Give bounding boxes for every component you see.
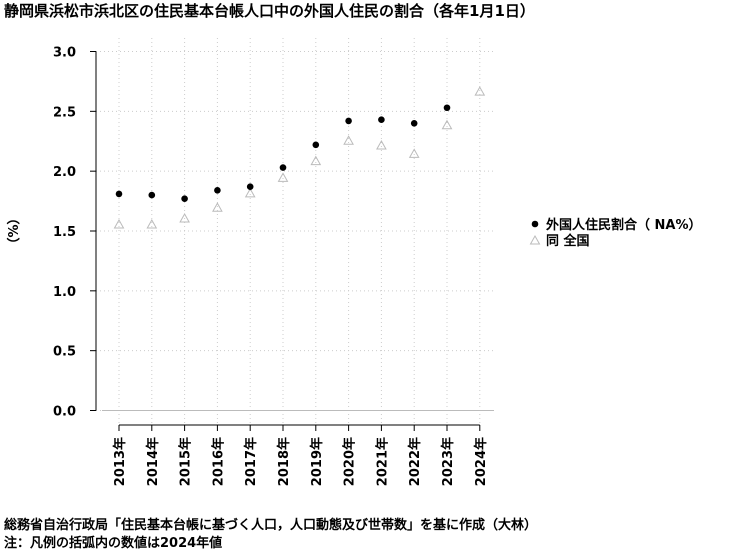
x-tick-label: 2023年 xyxy=(440,437,456,486)
y-tick-label: 1.0 xyxy=(53,285,76,300)
x-tick-label: 2014年 xyxy=(145,437,161,486)
x-tick-label: 2013年 xyxy=(112,437,128,486)
legend-label-national: 同 全国 xyxy=(546,233,590,249)
point-national xyxy=(343,135,354,145)
point-national xyxy=(146,218,158,229)
point-national xyxy=(310,155,322,166)
x-tick-label: 2020年 xyxy=(342,437,358,486)
x-tick-label: 2018年 xyxy=(276,437,292,486)
x-axis: 2013年 2014年 2015年 2016年 2017年 2018年 2019年 2020年… xyxy=(112,424,489,486)
point-foreign xyxy=(181,195,188,202)
footer-note: 注：凡例の括弧内の数値は2024年値 xyxy=(4,536,223,551)
x-tick-label: 2016年 xyxy=(210,437,226,486)
x-tick-label: 2017年 xyxy=(243,437,259,486)
point-national xyxy=(474,86,486,96)
point-national xyxy=(212,202,223,212)
y-tick-label: 3.0 xyxy=(53,46,76,61)
x-tick-label: 2019年 xyxy=(309,437,325,486)
footer-source: 総務省自治行政局「住民基本台帳に基づく人口，人口動態及び世帯数」を基に作成（大林… xyxy=(4,518,538,533)
chart-title: 静岡県浜松市浜北区の住民基本台帳人口中の外国人住民の割合（各年1月1日） xyxy=(4,2,535,20)
data-series xyxy=(113,86,486,229)
legend-label-foreign: 外国人住民割合（ NA%） xyxy=(545,217,702,233)
point-national xyxy=(113,218,125,229)
point-national xyxy=(376,140,387,150)
point-national xyxy=(441,119,453,130)
point-foreign xyxy=(279,164,287,171)
point-foreign xyxy=(148,191,156,199)
point-national xyxy=(244,187,256,198)
point-foreign xyxy=(312,141,320,149)
x-tick-label: 2022年 xyxy=(407,437,423,486)
y-tick-label: 0.5 xyxy=(53,345,76,360)
point-foreign xyxy=(410,120,418,127)
grid-lines xyxy=(96,38,494,425)
y-tick-label: 2.5 xyxy=(53,105,76,120)
point-foreign xyxy=(345,117,352,125)
point-foreign xyxy=(214,187,221,194)
y-tick-label: 0.0 xyxy=(53,405,76,420)
x-tick-label: 2015年 xyxy=(178,437,194,486)
point-national xyxy=(408,148,420,158)
point-foreign xyxy=(115,190,123,198)
y-tick-label: 2.0 xyxy=(53,165,76,180)
x-tick-label: 2024年 xyxy=(473,437,489,486)
legend: 外国人住民割合（ NA%） 同 全国 xyxy=(529,217,702,249)
point-foreign xyxy=(246,183,254,191)
point-foreign xyxy=(443,104,451,112)
y-axis: 0.0 0.5 1.0 1.5 2.0 2.5 3.0 xyxy=(53,46,97,420)
point-national xyxy=(277,172,289,182)
x-tick-label: 2021年 xyxy=(374,437,390,486)
point-national xyxy=(179,213,190,223)
point-foreign xyxy=(378,116,385,124)
y-axis-label: （%） xyxy=(6,211,22,250)
legend-marker-foreign xyxy=(531,220,539,228)
legend-marker-national xyxy=(529,234,541,245)
y-tick-label: 1.5 xyxy=(53,225,76,240)
